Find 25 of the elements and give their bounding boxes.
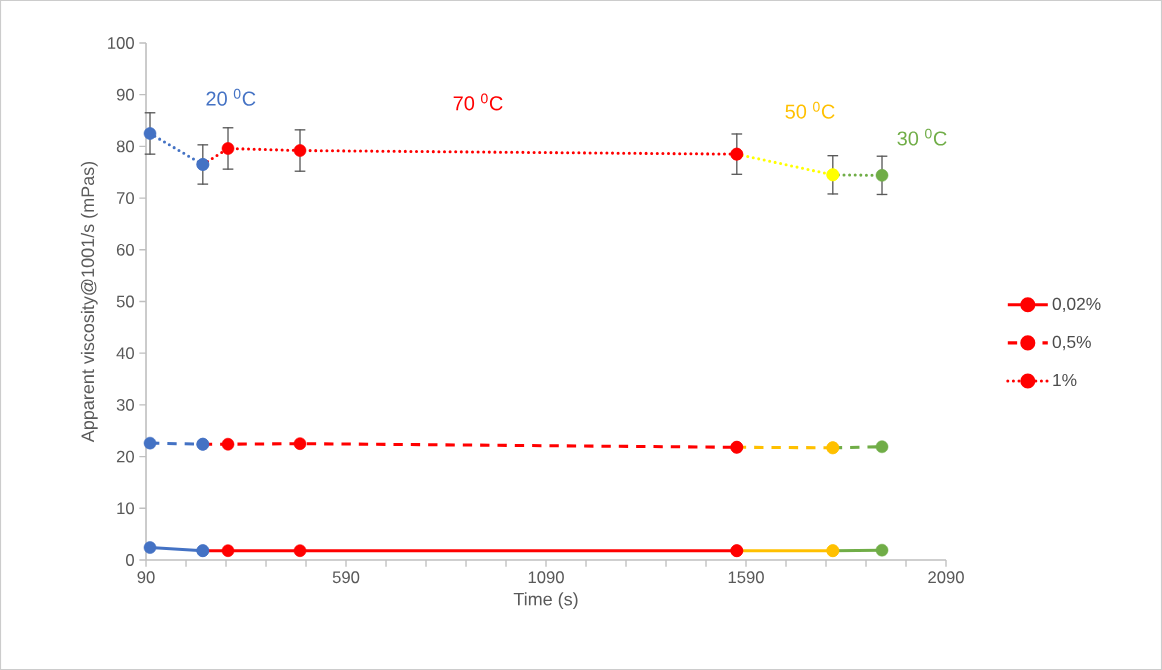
legend-label: 1% [1053,373,1077,387]
x-tick-label: 590 [332,571,360,584]
y-tick-label: 100 [108,37,134,49]
legend-label: 0,02% [1052,297,1101,313]
x-axis-title: Time (s) [513,592,578,610]
annotation: 50 $^{0}$C [785,101,835,119]
y-tick-label: 50 [116,295,134,308]
y-tick-label: 90 [116,88,134,101]
annotation: 30 $^{0}$C [897,128,947,146]
y-axis-title: Apparent viscosity@1001/s (mPas) [80,161,98,443]
y-tick-label: 20 [116,450,134,463]
x-tick-label: 2090 [928,571,964,584]
legend-label: 0,5% [1052,335,1091,351]
y-tick-label: 40 [116,347,134,360]
y-tick-label: 30 [116,399,134,411]
y-tick-label: 10 [117,502,134,515]
x-tick-label: 1590 [728,571,764,584]
x-tick-label: 90 [137,571,155,584]
annotation: 70 $^{0}$C [453,93,503,111]
y-tick-label: 60 [116,243,134,256]
x-tick-label: 1090 [528,571,564,584]
annotation: 20 $^{0}$C [206,88,256,106]
y-tick-label: 70 [116,192,134,204]
y-tick-label: 80 [116,140,134,153]
y-tick-label: 0 [126,554,134,566]
